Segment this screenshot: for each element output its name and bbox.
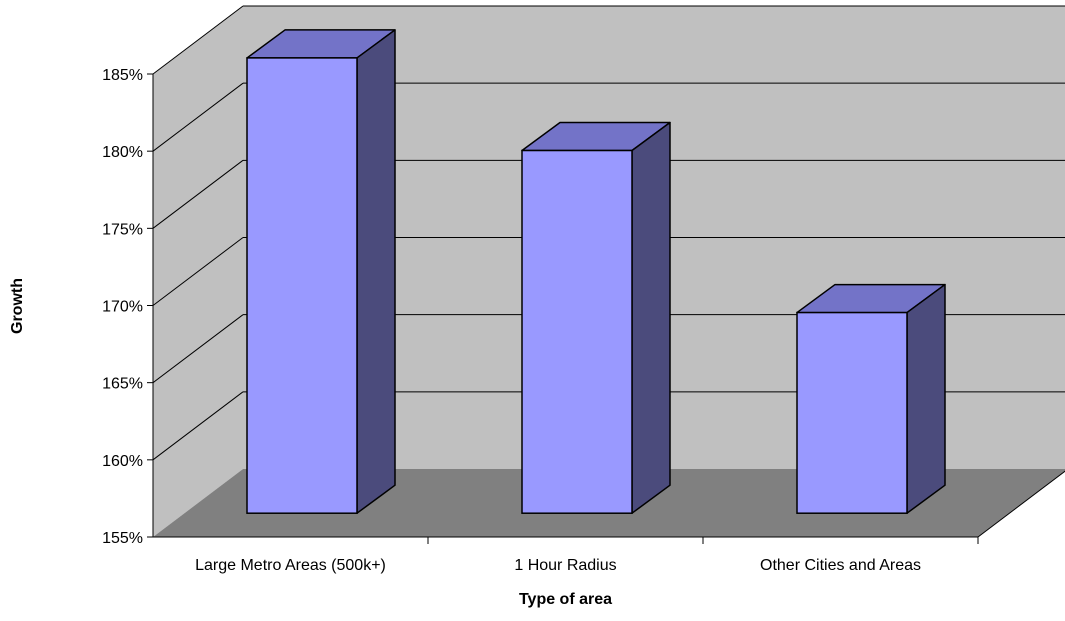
y-tick-labels: 155% 160% 165% 170% 175% 180% 185% bbox=[102, 67, 143, 547]
x-tick-label: Large Metro Areas (500k+) bbox=[195, 557, 386, 574]
y-tick-label: 155% bbox=[102, 530, 143, 547]
y-tick-label: 160% bbox=[102, 453, 143, 470]
gridline-side bbox=[152, 159, 244, 229]
y-tick-label: 180% bbox=[102, 144, 143, 161]
bar-side bbox=[356, 29, 396, 514]
y-tick-label: 175% bbox=[102, 221, 143, 238]
x-tick-label: Other Cities and Areas bbox=[760, 557, 921, 574]
y-tick-label: 185% bbox=[102, 67, 143, 84]
gridline-side bbox=[152, 391, 244, 461]
bar-front bbox=[246, 57, 358, 514]
x-axis-title: Type of area bbox=[519, 591, 612, 608]
gridline-side bbox=[152, 82, 244, 152]
gridline-side bbox=[152, 314, 244, 384]
bar bbox=[521, 121, 671, 514]
bar-front bbox=[796, 311, 908, 514]
x-tick-label: 1 Hour Radius bbox=[514, 557, 616, 574]
y-axis-title: Growth bbox=[9, 278, 26, 334]
y-tick-label: 165% bbox=[102, 376, 143, 393]
y-tick-label: 170% bbox=[102, 299, 143, 316]
bars bbox=[246, 29, 946, 514]
bar-front bbox=[521, 149, 633, 514]
x-tick-labels: Large Metro Areas (500k+) 1 Hour Radius Ot… bbox=[195, 557, 921, 574]
gridline-side bbox=[152, 5, 244, 75]
bar bbox=[246, 29, 396, 514]
floor-edge-line bbox=[977, 470, 1065, 538]
gridline-side bbox=[152, 237, 244, 306]
axes bbox=[147, 73, 1065, 544]
bar bbox=[796, 283, 946, 514]
bar-side bbox=[906, 283, 946, 514]
bar-side bbox=[631, 121, 671, 514]
